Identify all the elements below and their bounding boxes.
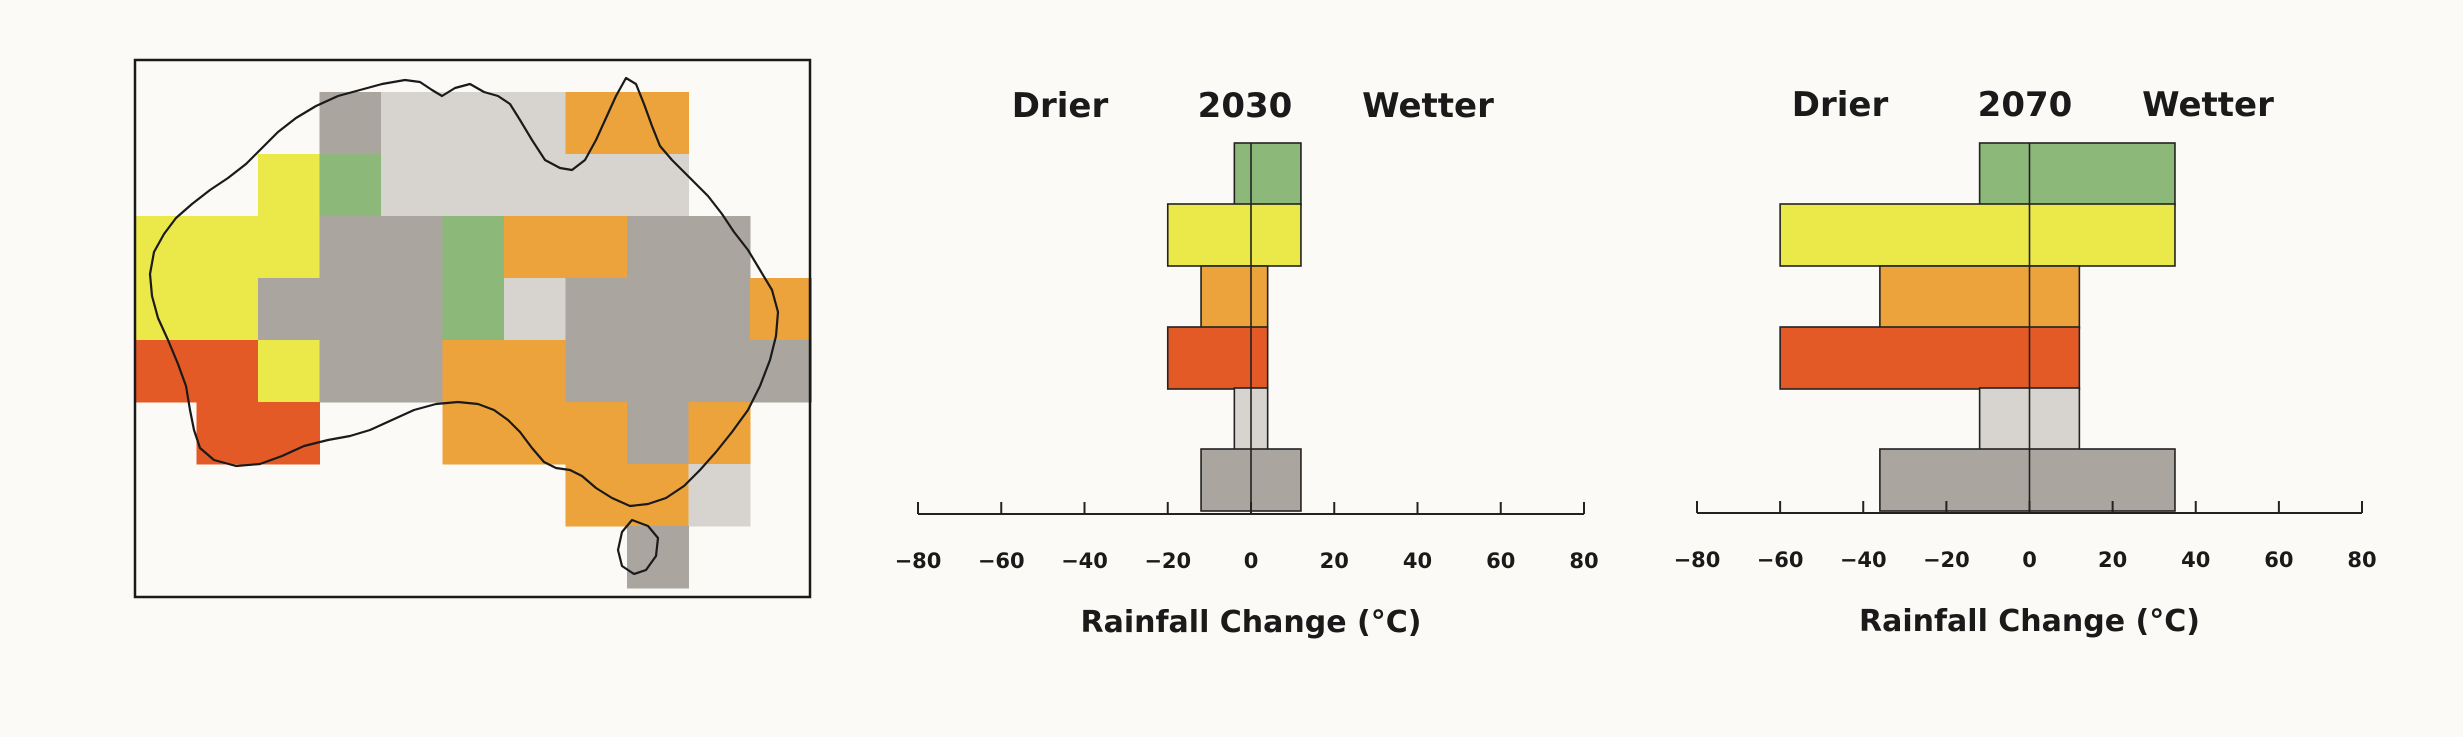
wetter-label: Wetter: [2142, 85, 2274, 125]
map-cell-green: [442, 216, 505, 279]
map-cell-red: [196, 340, 259, 403]
map-cell-red: [258, 402, 320, 465]
bar-green: [1233, 142, 1302, 206]
australia-rainfall-map: [133, 58, 812, 599]
map-cell-yellow: [258, 216, 320, 279]
bar-red: [1166, 326, 1269, 390]
bar-dark_gray: [1879, 448, 2176, 512]
map-cell-orange: [504, 402, 566, 465]
drier-label: Drier: [1792, 85, 1889, 125]
map-cell-light_gray: [688, 464, 751, 527]
x-tick-label: 40: [1403, 549, 1432, 573]
drier-label: Drier: [1012, 86, 1109, 126]
x-axis-label: Rainfall Change (°C): [1859, 604, 2200, 639]
map-cell-orange: [442, 340, 505, 403]
map-cell-light_gray: [504, 154, 566, 217]
bar-orange: [1200, 265, 1269, 329]
map-cell-orange: [688, 402, 751, 465]
map-cell-yellow: [258, 340, 320, 403]
map-cell-orange: [565, 402, 628, 465]
map-cell-orange: [565, 216, 628, 279]
x-tick-label: 0: [1244, 549, 1259, 573]
australia-coastline: [148, 76, 780, 576]
map-cell-dark_gray: [627, 216, 689, 279]
map-cell-dark_gray: [319, 340, 382, 403]
map-cell-yellow: [135, 216, 197, 279]
x-tick-label: 80: [1569, 549, 1598, 573]
map-cell-light_gray: [565, 154, 628, 217]
chart-2030: Drier 2030 Wetter −80 −60 −40 −20 0 20 40 60 80 Rain…: [895, 86, 1599, 640]
map-cell-dark_gray: [381, 340, 443, 403]
map-cell-dark_gray: [627, 526, 689, 589]
bar-yellow: [1779, 203, 2176, 267]
map-cell-dark_gray: [627, 278, 689, 341]
map-grid-cells: [135, 92, 812, 589]
map-cell-dark_gray: [750, 340, 812, 403]
x-tick-label: −40: [1061, 549, 1108, 573]
map-cell-yellow: [258, 154, 320, 217]
x-tick-label: 80: [2347, 548, 2376, 572]
map-cell-green: [442, 278, 505, 341]
x-tick-label: 0: [2022, 548, 2037, 572]
map-cell-light_gray: [504, 278, 566, 341]
map-cell-orange: [565, 464, 628, 527]
map-cell-dark_gray: [627, 402, 689, 465]
bar-orange: [1879, 265, 2081, 329]
bar-green: [1978, 142, 2176, 206]
map-cell-light_gray: [442, 154, 505, 217]
map-cell-dark_gray: [565, 340, 628, 403]
map-cell-yellow: [196, 278, 259, 341]
map-cell-light_gray: [627, 154, 689, 217]
map-cell-dark_gray: [381, 216, 443, 279]
map-cell-dark_gray: [688, 340, 751, 403]
x-tick-label: −40: [1840, 548, 1887, 572]
wetter-label: Wetter: [1362, 86, 1494, 126]
bar-red: [1779, 326, 2081, 390]
x-tick-label: 40: [2181, 548, 2210, 572]
map-cell-orange: [565, 92, 628, 155]
map-cell-dark_gray: [381, 278, 443, 341]
map-cell-dark_gray: [319, 278, 382, 341]
map-cell-light_gray: [381, 154, 443, 217]
map-cell-orange: [750, 278, 812, 341]
map-frame: [133, 58, 812, 599]
chart-title: 2070: [1978, 85, 2073, 125]
map-cell-dark_gray: [258, 278, 320, 341]
map-cell-dark_gray: [565, 278, 628, 341]
x-tick-label: −80: [1674, 548, 1721, 572]
map-cell-yellow: [135, 278, 197, 341]
map-cell-orange: [504, 340, 566, 403]
bar-yellow: [1166, 203, 1302, 267]
x-tick-label: 60: [2264, 548, 2293, 572]
map-cell-yellow: [196, 216, 259, 279]
map-cell-green: [319, 154, 382, 217]
map-cell-dark_gray: [319, 92, 382, 155]
x-tick-label: 20: [2098, 548, 2127, 572]
chart-2070: Drier 2070 Wetter −80 −60 −40 −20 0 20 40 60 80 Rain…: [1674, 85, 2377, 639]
map-cell-orange: [627, 92, 689, 155]
map-cell-dark_gray: [627, 340, 689, 403]
chart-title: 2030: [1198, 86, 1293, 126]
map-cell-orange: [442, 402, 505, 465]
map-cell-light_gray: [442, 92, 505, 155]
map-cell-dark_gray: [688, 278, 751, 341]
x-tick-label: −60: [1757, 548, 1804, 572]
map-cell-light_gray: [381, 92, 443, 155]
x-tick-label: −80: [895, 549, 942, 573]
map-cell-orange: [627, 464, 689, 527]
map-cell-orange: [504, 216, 566, 279]
x-tick-label: 20: [1320, 549, 1349, 573]
x-tick-label: −20: [1923, 548, 1970, 572]
map-cell-dark_gray: [319, 216, 382, 279]
map-cell-dark_gray: [688, 216, 751, 279]
x-axis-label: Rainfall Change (°C): [1081, 605, 1422, 640]
x-tick-label: 60: [1486, 549, 1515, 573]
x-tick-label: −20: [1144, 549, 1191, 573]
map-cell-red: [196, 402, 259, 465]
x-tick-label: −60: [978, 549, 1025, 573]
